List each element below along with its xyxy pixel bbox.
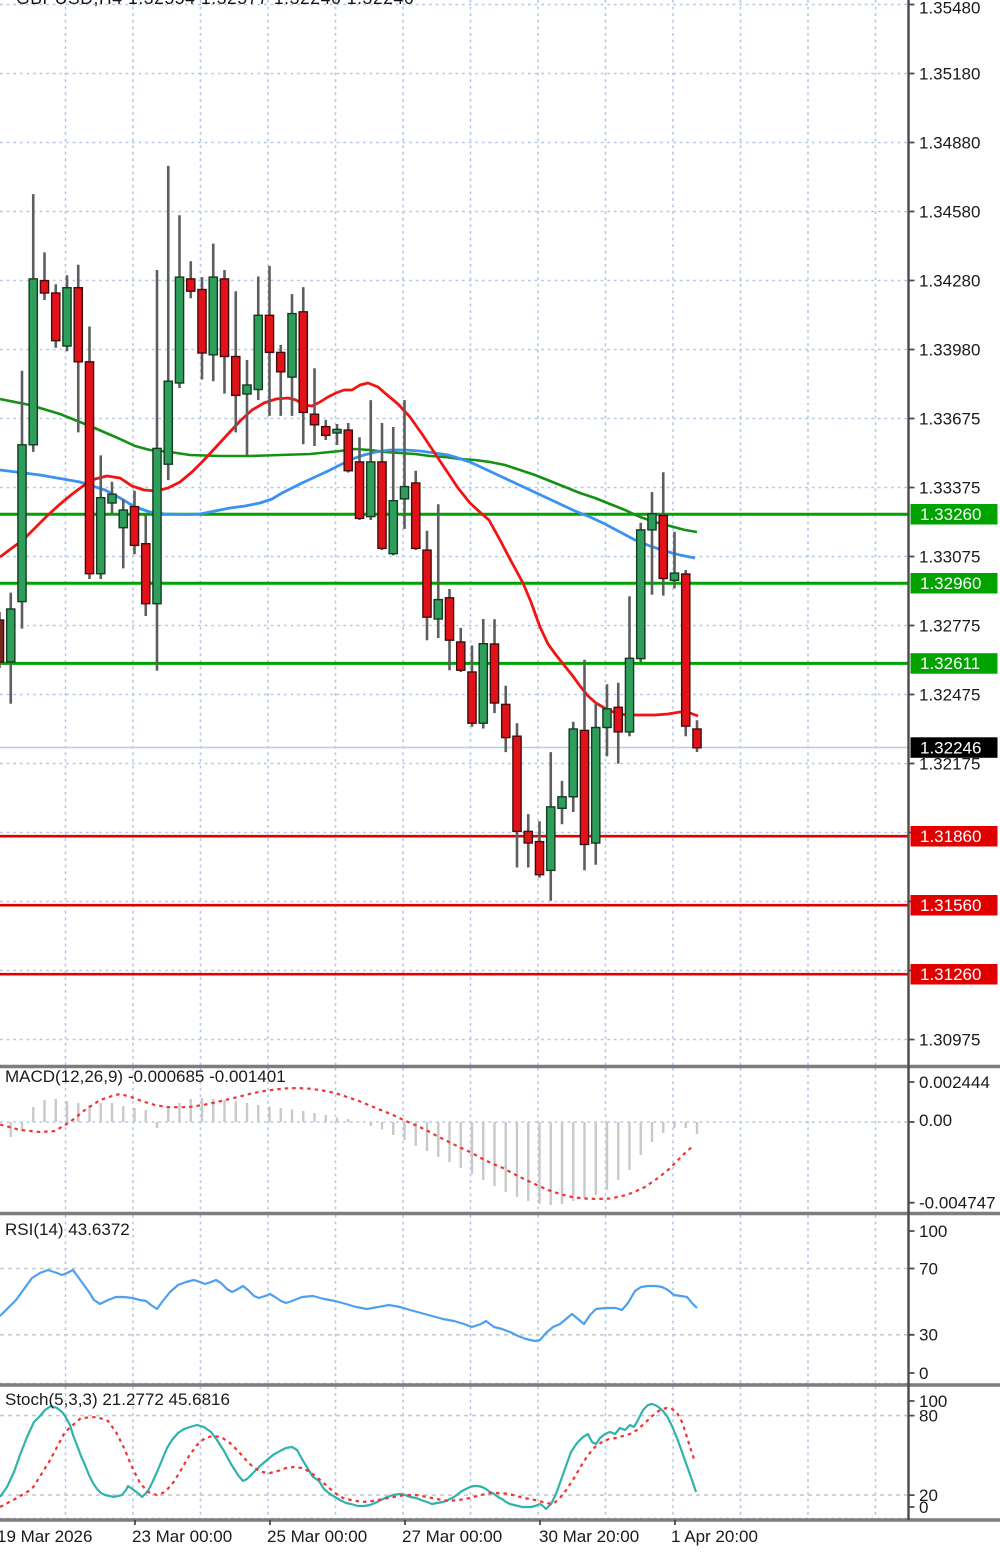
svg-text:1.33675: 1.33675 [919, 409, 980, 428]
svg-text:80: 80 [919, 1406, 938, 1425]
svg-text:MACD(12,26,9) -0.000685 -0.001: MACD(12,26,9) -0.000685 -0.001401 [5, 1067, 286, 1086]
svg-text:1 Apr 20:00: 1 Apr 20:00 [671, 1527, 758, 1546]
svg-text:0.002444: 0.002444 [919, 1073, 990, 1092]
svg-text:RSI(14) 43.6372: RSI(14) 43.6372 [5, 1220, 130, 1239]
svg-text:1.31560: 1.31560 [920, 896, 981, 915]
svg-text:23 Mar 00:00: 23 Mar 00:00 [132, 1527, 232, 1546]
svg-text:0.00: 0.00 [919, 1111, 952, 1130]
svg-text:1.30975: 1.30975 [919, 1030, 980, 1049]
svg-text:1.33375: 1.33375 [919, 478, 980, 497]
svg-text:30 Mar 20:00: 30 Mar 20:00 [539, 1527, 639, 1546]
svg-text:1.33075: 1.33075 [919, 547, 980, 566]
svg-text:Stoch(5,3,3) 21.2772 45.6816: Stoch(5,3,3) 21.2772 45.6816 [5, 1390, 230, 1409]
svg-text:1.31260: 1.31260 [920, 965, 981, 984]
svg-text:25 Mar 00:00: 25 Mar 00:00 [267, 1527, 367, 1546]
svg-text:1.32246: 1.32246 [920, 738, 981, 757]
svg-text:19 Mar 2026: 19 Mar 2026 [0, 1527, 92, 1546]
svg-text:20: 20 [919, 1486, 938, 1505]
svg-text:1.32175: 1.32175 [919, 754, 980, 773]
svg-text:70: 70 [919, 1259, 938, 1278]
svg-text:1.34580: 1.34580 [919, 202, 980, 221]
svg-text:1.35180: 1.35180 [919, 64, 980, 83]
svg-text:100: 100 [919, 1392, 947, 1411]
svg-text:27 Mar 00:00: 27 Mar 00:00 [402, 1527, 502, 1546]
svg-text:1.32775: 1.32775 [919, 616, 980, 635]
svg-text:0: 0 [919, 1364, 928, 1383]
svg-text:1.32611: 1.32611 [920, 654, 980, 673]
svg-text:GBPUSD,H4 1.32554 1.32577 1.32: GBPUSD,H4 1.32554 1.32577 1.32246 1.3224… [16, 0, 414, 8]
svg-text:0: 0 [919, 1498, 928, 1517]
svg-text:100: 100 [919, 1222, 947, 1241]
svg-text:1.32475: 1.32475 [919, 685, 980, 704]
svg-text:1.33260: 1.33260 [920, 505, 981, 524]
svg-text:1.31860: 1.31860 [920, 827, 981, 846]
svg-text:1.32960: 1.32960 [920, 574, 981, 593]
svg-text:30: 30 [919, 1326, 938, 1345]
svg-text:1.34280: 1.34280 [919, 271, 980, 290]
svg-text:1.33980: 1.33980 [919, 340, 980, 359]
svg-text:1.34880: 1.34880 [919, 133, 980, 152]
svg-text:1.35480: 1.35480 [919, 0, 980, 17]
svg-text:-0.004747: -0.004747 [919, 1194, 996, 1213]
